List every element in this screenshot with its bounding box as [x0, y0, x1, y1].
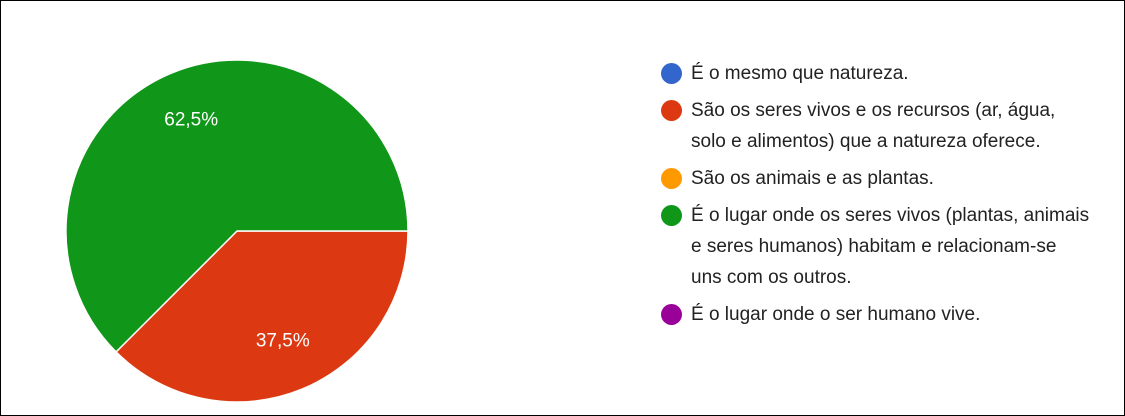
legend-swatch	[661, 205, 682, 226]
legend-item: É o lugar onde o ser humano vive.	[661, 299, 1091, 330]
slice-label: 37,5%	[256, 331, 310, 352]
legend-label: São os animais e as plantas.	[691, 168, 934, 189]
legend-item: São os animais e as plantas.	[661, 163, 1091, 194]
legend-swatch	[661, 168, 682, 189]
pie-slice	[115, 230, 409, 403]
slice-label: 62,5%	[164, 109, 218, 130]
legend: É o mesmo que natureza. São os seres vivo…	[661, 58, 1091, 336]
legend-swatch	[661, 100, 682, 121]
legend-label: É o lugar onde os seres vivos (plantas, …	[691, 205, 1090, 288]
legend-item: É o mesmo que natureza.	[661, 58, 1091, 89]
legend-swatch	[661, 63, 682, 84]
legend-item: São os seres vivos e os recursos (ar, ág…	[661, 95, 1091, 157]
legend-label: São os seres vivos e os recursos (ar, ág…	[691, 100, 1056, 152]
legend-label: É o lugar onde o ser humano vive.	[691, 304, 981, 325]
legend-label: É o mesmo que natureza.	[691, 63, 909, 84]
pie-slice	[65, 59, 409, 353]
pie-area: 37,5% 62,5%	[65, 59, 409, 403]
legend-item: É o lugar onde os seres vivos (plantas, …	[661, 200, 1091, 293]
legend-swatch	[661, 304, 682, 325]
